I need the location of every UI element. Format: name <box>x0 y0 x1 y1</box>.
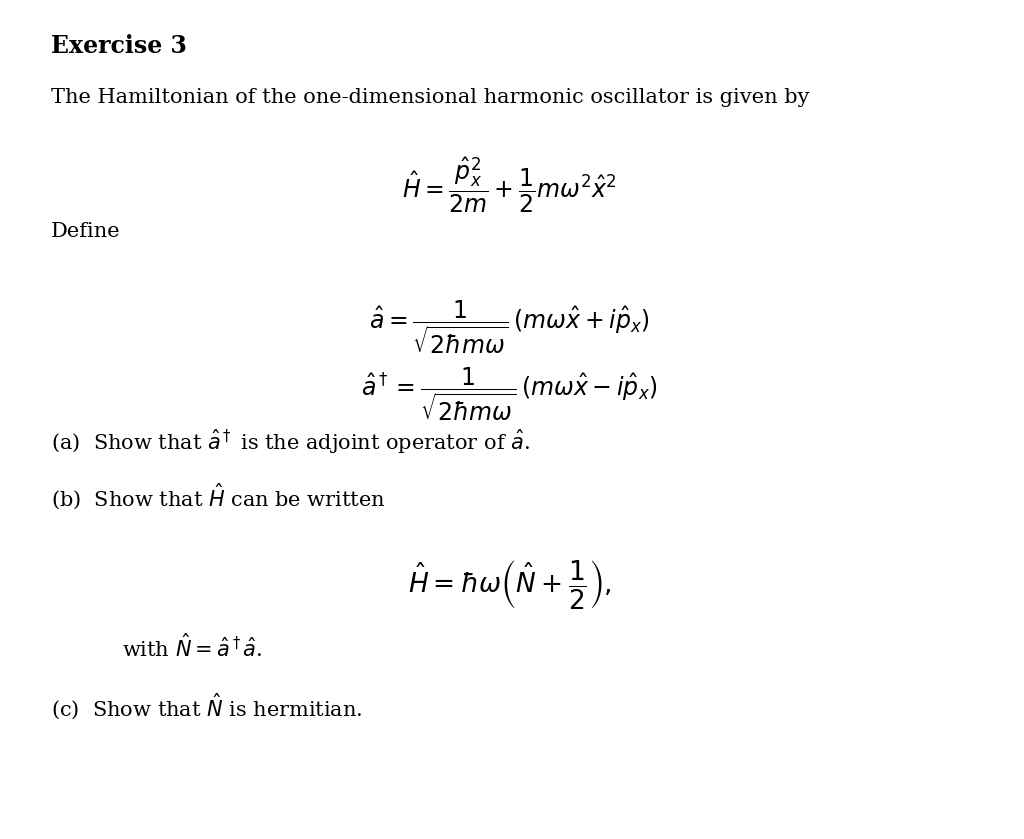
Text: $\hat{H} = \hbar\omega\left(\hat{N} + \dfrac{1}{2}\right),$: $\hat{H} = \hbar\omega\left(\hat{N} + \d… <box>408 558 611 611</box>
Text: Define: Define <box>51 222 121 242</box>
Text: $\hat{a} = \dfrac{1}{\sqrt{2\hbar m\omega}}\,(m\omega\hat{x} + i\hat{p}_x)$: $\hat{a} = \dfrac{1}{\sqrt{2\hbar m\omeg… <box>370 298 650 356</box>
Text: $\hat{H} = \dfrac{\hat{p}_x^2}{2m} + \dfrac{1}{2}m\omega^2\hat{x}^2$: $\hat{H} = \dfrac{\hat{p}_x^2}{2m} + \df… <box>402 155 617 215</box>
Text: (c)  Show that $\hat{N}$ is hermitian.: (c) Show that $\hat{N}$ is hermitian. <box>51 692 362 722</box>
Text: Exercise 3: Exercise 3 <box>51 34 186 58</box>
Text: $\hat{a}^\dagger = \dfrac{1}{\sqrt{2\hbar m\omega}}\,(m\omega\hat{x} - i\hat{p}_: $\hat{a}^\dagger = \dfrac{1}{\sqrt{2\hba… <box>361 365 658 423</box>
Text: The Hamiltonian of the one-dimensional harmonic oscillator is given by: The Hamiltonian of the one-dimensional h… <box>51 88 809 107</box>
Text: (b)  Show that $\hat{H}$ can be written: (b) Show that $\hat{H}$ can be written <box>51 482 385 513</box>
Text: (a)  Show that $\hat{a}^\dagger$ is the adjoint operator of $\hat{a}$.: (a) Show that $\hat{a}^\dagger$ is the a… <box>51 428 530 457</box>
Text: with $\hat{N} = \hat{a}^\dagger\hat{a}$.: with $\hat{N} = \hat{a}^\dagger\hat{a}$. <box>122 633 263 661</box>
